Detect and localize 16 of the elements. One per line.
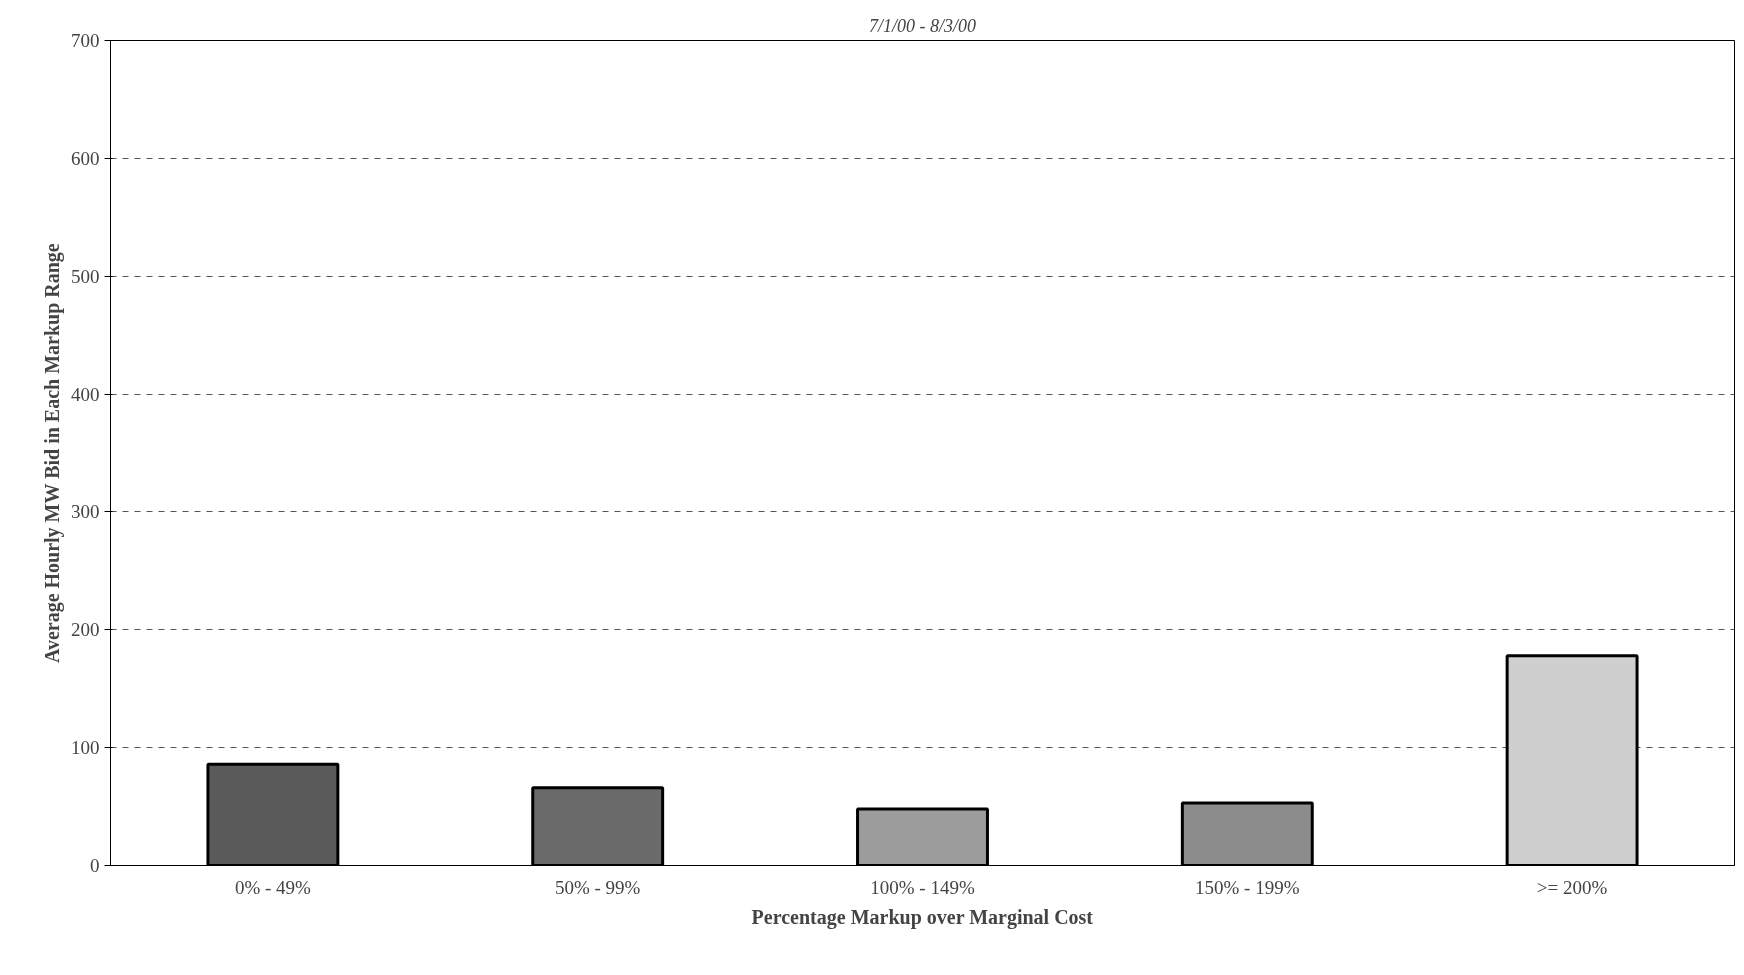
x-tick-label: 0% - 49%	[234, 876, 312, 898]
y-axis-title: Average Hourly MW Bid in Each Markup Range	[41, 243, 64, 664]
x-axis-title: Percentage Markup over Marginal Cost	[751, 905, 1094, 929]
y-tick-label: 300	[71, 501, 100, 523]
y-tick-label: 100	[71, 737, 100, 759]
x-tick-label: 150% - 199%	[1195, 876, 1300, 898]
y-tick-label: 0	[90, 855, 100, 876]
y-tick-label: 400	[71, 383, 100, 405]
y-tick-label: 200	[71, 619, 100, 641]
y-tick-label: 700	[71, 30, 100, 51]
x-tick-label: >= 200%	[1536, 876, 1608, 898]
chart-title: 7/1/00 - 8/3/00	[869, 15, 976, 36]
x-tick-label: 50% - 99%	[554, 876, 641, 898]
y-tick-label: 500	[71, 265, 100, 287]
y-tick-label: 600	[71, 147, 100, 169]
x-tick-label: 100% - 149%	[870, 876, 975, 898]
